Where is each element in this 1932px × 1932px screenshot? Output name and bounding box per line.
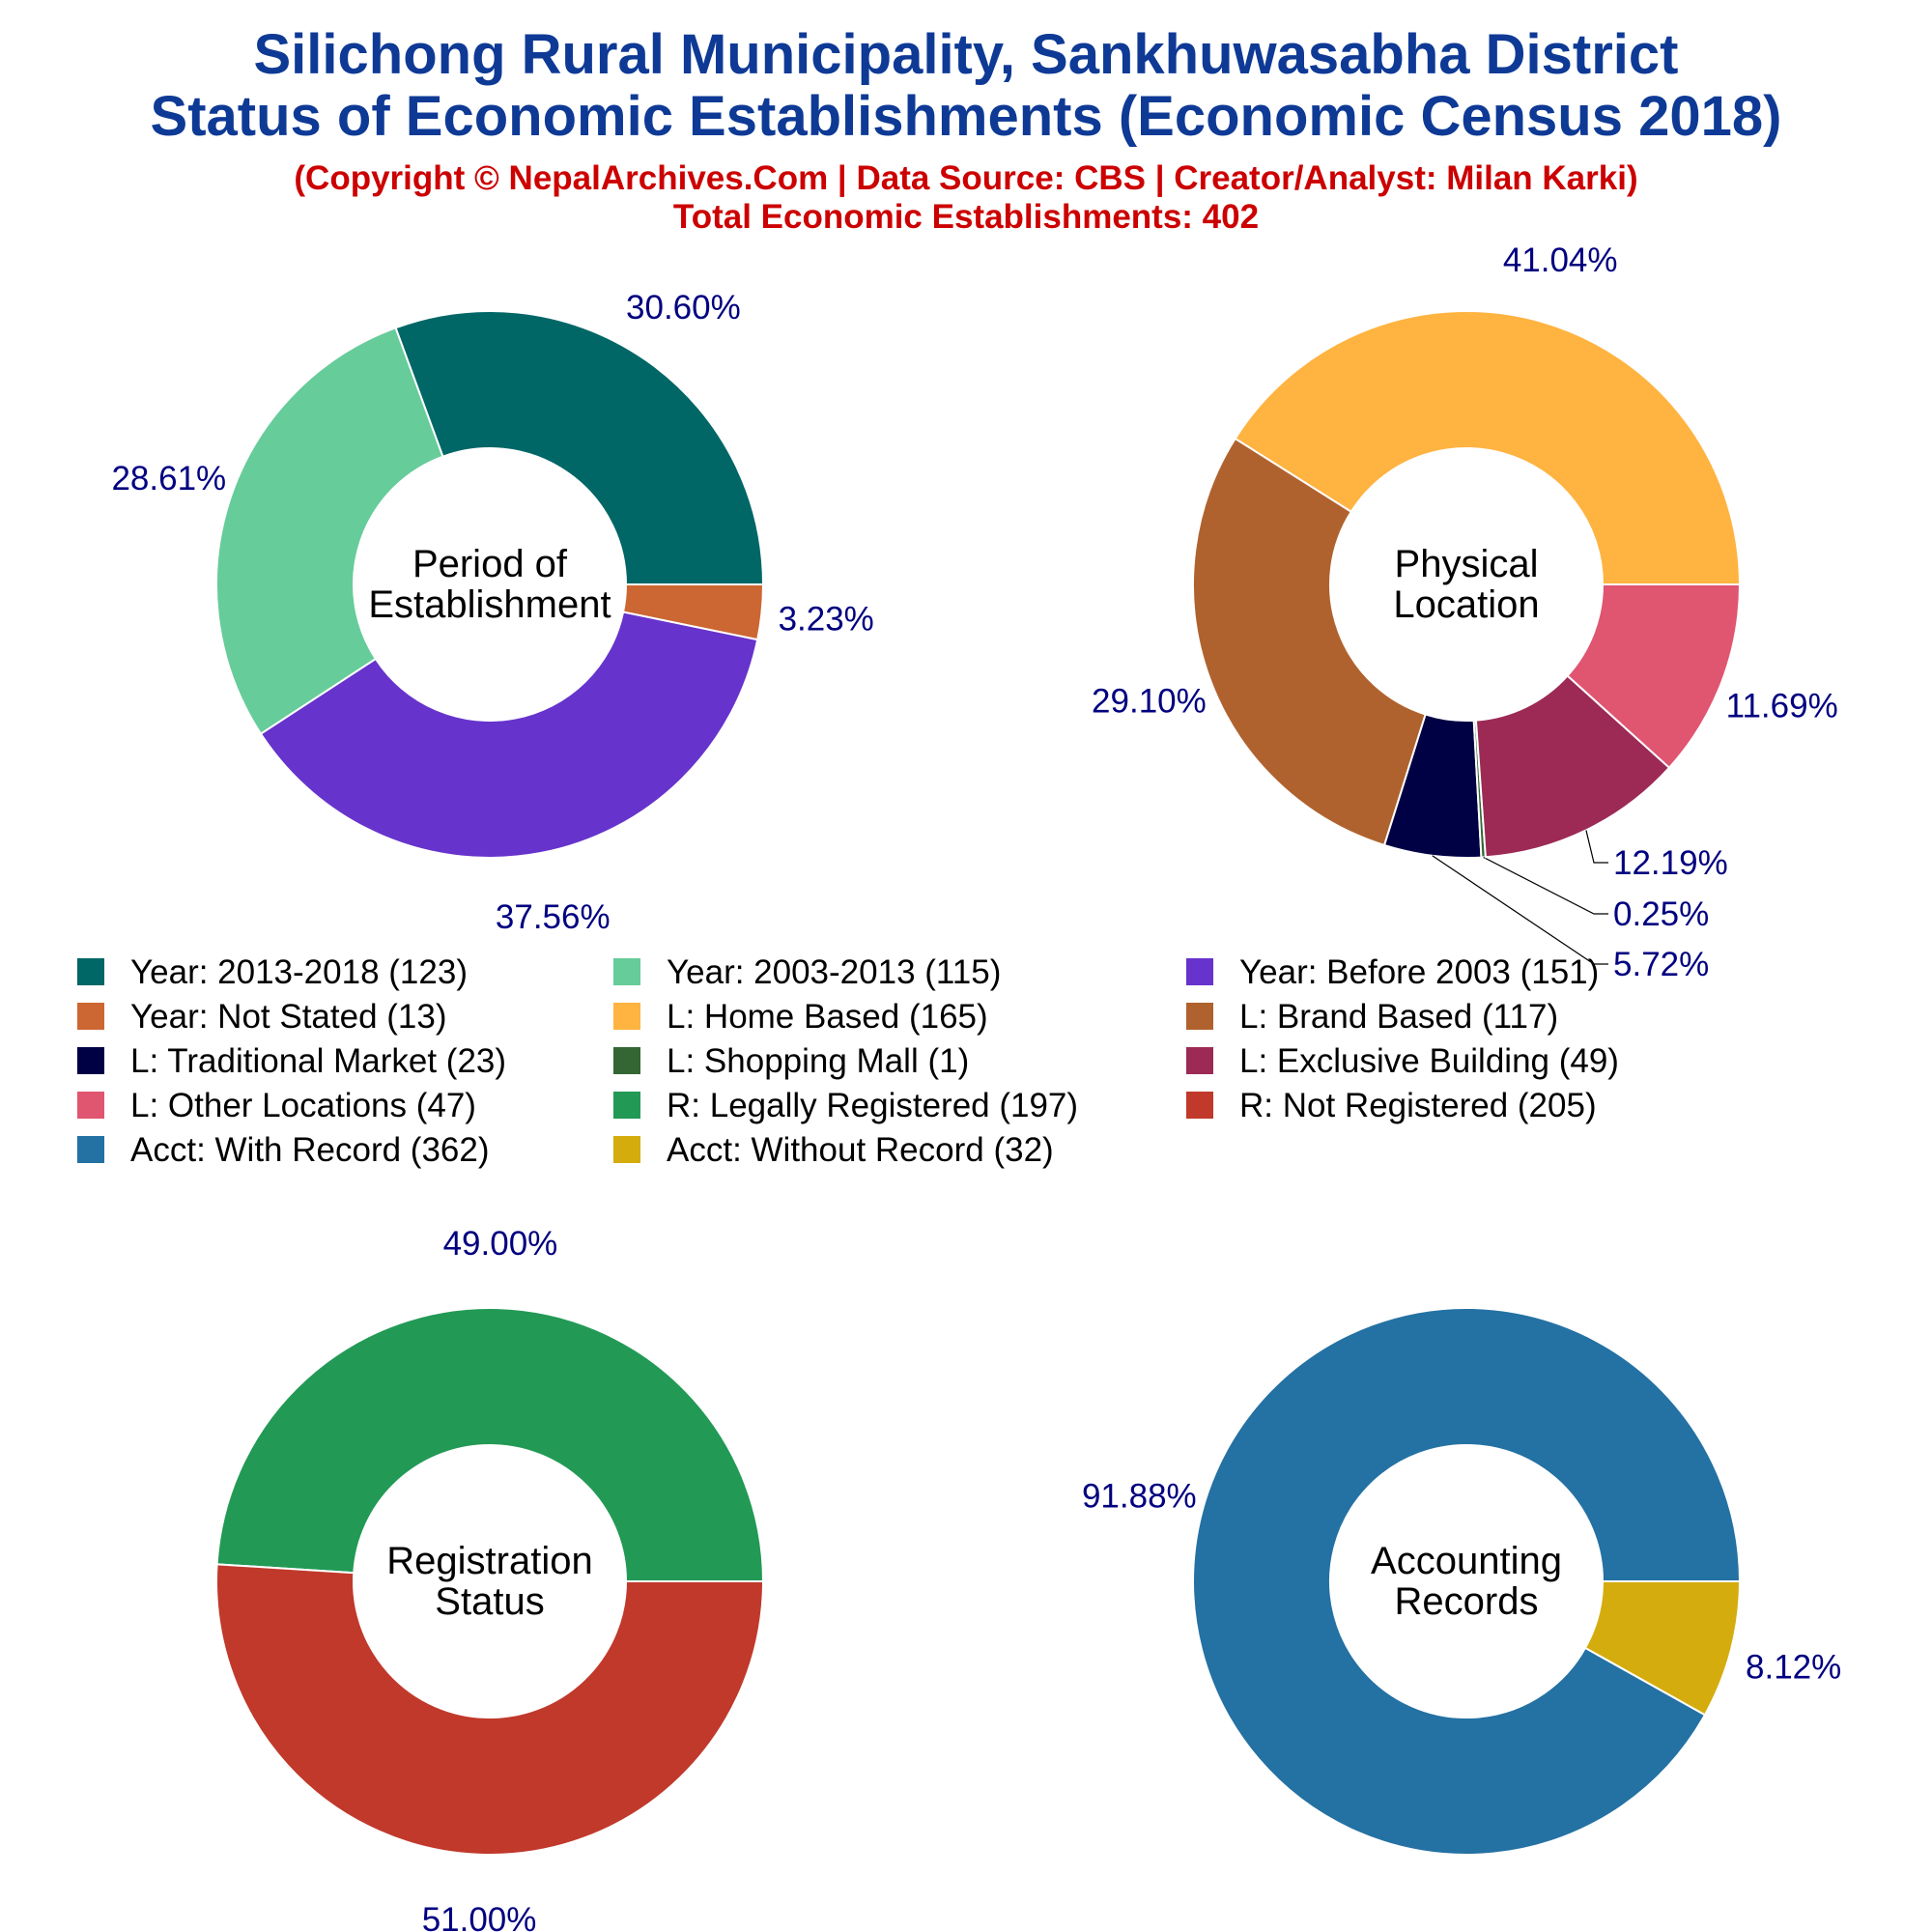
legend-label-l-other-locations-47: L: Other Locations (47) — [130, 1087, 476, 1124]
center-label-line-2: Location — [1393, 583, 1539, 626]
percent-label-year-2003-2013: 28.61% — [111, 460, 226, 497]
center-label-line-1: Period of — [412, 543, 568, 585]
slice-year-not-stated — [621, 583, 765, 641]
legend-swatch-acct-with-record-362 — [77, 1136, 104, 1163]
legend-label-year-2003-2013-115: Year: 2003-2013 (115) — [667, 953, 1001, 991]
legend-swatch-l-shopping-mall-1 — [613, 1047, 640, 1074]
chart-title-line2: Status of Economic Establishments (Econo… — [151, 85, 1782, 148]
legend-swatch-year-not-stated-13 — [77, 1003, 104, 1030]
percent-label-l-other-locations: 11.69% — [1726, 688, 1838, 725]
leader-line-l-traditional-market — [1432, 855, 1608, 965]
legend-swatch-r-legally-registered-197 — [613, 1092, 640, 1119]
legend-label-l-shopping-mall-1: L: Shopping Mall (1) — [667, 1042, 969, 1080]
legend-label-r-not-registered-205: R: Not Registered (205) — [1239, 1087, 1597, 1124]
donut-physical-location: 41.04% 29.10% 5.72% 0.25% 12.19% 11.69% Physic… — [1092, 242, 1838, 983]
center-label-line-1: Registration — [386, 1540, 592, 1582]
slice-l-other-locations — [1566, 583, 1742, 770]
percent-label-l-shopping-mall: 0.25% — [1613, 895, 1709, 933]
legend-swatch-r-not-registered-205 — [1186, 1092, 1213, 1119]
slice-l-brand-based — [1192, 437, 1427, 847]
percent-label-year-2013-2018: 30.60% — [626, 289, 741, 327]
chart-title-line1: Silichong Rural Municipality, Sankhuwasa… — [254, 23, 1679, 86]
center-label-line-2: Status — [435, 1580, 544, 1623]
percent-label-year-before-2003: 37.56% — [496, 898, 611, 936]
legend-label-r-legally-registered-197: R: Legally Registered (197) — [667, 1087, 1078, 1124]
legend-swatch-acct-without-record-32 — [613, 1136, 640, 1163]
slice-r-not-registered — [215, 1563, 765, 1856]
percent-label-year-not-stated: 3.23% — [779, 600, 874, 638]
percent-label-r-not-registered: 51.00% — [422, 1901, 537, 1932]
legend-label-year-before-2003-151: Year: Before 2003 (151) — [1239, 953, 1599, 991]
legend-swatch-year-before-2003-151 — [1186, 958, 1213, 985]
center-label-line-2: Establishment — [368, 583, 611, 626]
legend-swatch-year-2013-2018-123 — [77, 958, 104, 985]
total-establishments: Total Economic Establishments: 402 — [673, 198, 1259, 236]
slice-l-home-based — [1234, 310, 1742, 585]
center-label-line-2: Records — [1395, 1580, 1539, 1623]
slice-year-2003-2013 — [215, 327, 444, 736]
legend-label-year-2013-2018-123: Year: 2013-2018 (123) — [130, 953, 468, 991]
copyright-note: (Copyright © NepalArchives.Com | Data So… — [294, 159, 1637, 197]
legend-swatch-l-exclusive-building-49 — [1186, 1047, 1213, 1074]
slice-acct-with-record — [1192, 1307, 1742, 1856]
legend-swatch-year-2003-2013-115 — [613, 958, 640, 985]
percent-label-acct-without-record: 8.12% — [1746, 1648, 1841, 1686]
percent-label-acct-with-record: 91.88% — [1082, 1478, 1197, 1516]
legend-label-year-not-stated-13: Year: Not Stated (13) — [130, 998, 447, 1036]
percent-label-l-home-based: 41.04% — [1503, 242, 1618, 279]
percent-label-l-exclusive-building: 12.19% — [1613, 844, 1728, 882]
leader-line-l-shopping-mall — [1483, 856, 1608, 915]
percent-label-l-traditional-market: 5.72% — [1613, 946, 1709, 983]
legend-label-l-traditional-market-23: L: Traditional Market (23) — [130, 1042, 506, 1080]
slice-year-2013-2018 — [394, 310, 765, 585]
legend-label-l-brand-based-117: L: Brand Based (117) — [1239, 998, 1558, 1036]
percent-label-l-brand-based: 29.10% — [1092, 683, 1207, 721]
legend-swatch-l-home-based-165 — [613, 1003, 640, 1030]
slice-acct-without-record — [1583, 1580, 1742, 1717]
percent-label-r-legally-registered: 49.00% — [443, 1225, 558, 1263]
legend-swatch-l-other-locations-47 — [77, 1092, 104, 1119]
legend: Year: 2013-2018 (123) Year: 2003-2013 (11… — [77, 953, 1619, 1169]
legend-swatch-l-traditional-market-23 — [77, 1047, 104, 1074]
donut-period-of-establishment: 30.60% 28.61% 37.56% 3.23% Period ofEstablis… — [111, 289, 873, 936]
slice-r-legally-registered — [215, 1307, 765, 1582]
center-label-line-1: Accounting — [1371, 1540, 1562, 1582]
leader-line-l-exclusive-building — [1585, 830, 1608, 864]
legend-swatch-l-brand-based-117 — [1186, 1003, 1213, 1030]
center-label-line-1: Physical — [1395, 543, 1539, 585]
slice-year-before-2003 — [259, 611, 759, 859]
legend-label-l-home-based-165: L: Home Based (165) — [667, 998, 988, 1036]
legend-label-acct-without-record-32: Acct: Without Record (32) — [667, 1131, 1054, 1169]
legend-label-l-exclusive-building-49: L: Exclusive Building (49) — [1239, 1042, 1619, 1080]
legend-label-acct-with-record-362: Acct: With Record (362) — [130, 1131, 490, 1169]
slice-l-exclusive-building — [1474, 674, 1671, 859]
